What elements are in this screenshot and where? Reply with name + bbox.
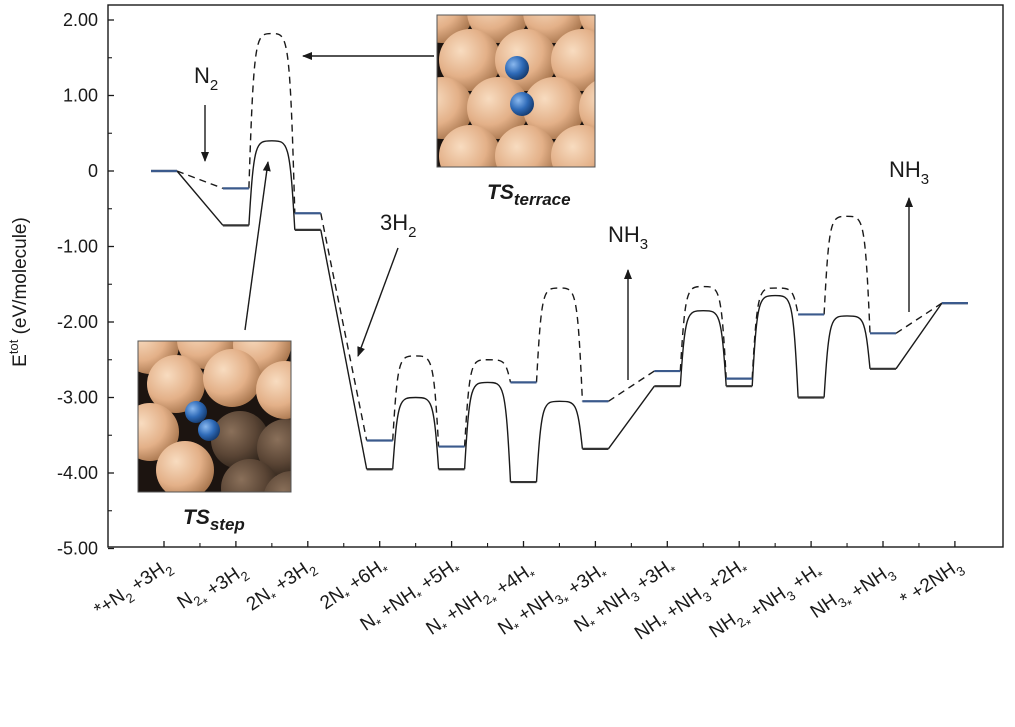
y-axis-label: Etot (eV/molecule) [6,217,31,367]
y-tick-label: -4.00 [57,463,98,483]
x-tick-label: * +2NH3 [897,555,968,614]
ruthenium-atom [523,77,585,139]
ruthenium-atom [551,125,595,167]
ruthenium-atom [439,29,501,91]
y-tick-label: -5.00 [57,539,98,559]
h2-arrow [357,247,399,357]
ts-step-arrow [244,161,271,331]
ruthenium-atom [203,349,261,407]
terrace-connector-2 [320,213,368,441]
nitrogen-atom [198,419,220,441]
y-tick-label: -2.00 [57,312,98,332]
terrace-connector-9 [823,215,871,334]
terrace-connector-1 [248,32,296,214]
annotation-arrows [201,52,913,380]
terrace-connector-5 [535,287,584,402]
step-connector-8 [751,294,799,398]
step-connector-7 [679,309,727,387]
x-tick-label: NH3* +NH3 [807,555,900,631]
y-tick-label: 0 [88,161,98,181]
h2-label: 3H2 [380,210,416,241]
n2-label: N2 [194,63,218,94]
step-connector-5 [535,400,584,483]
ruthenium-atom [551,29,595,91]
ruthenium-atom [437,15,473,43]
terrace-connector-3 [392,355,440,447]
nitrogen-atom [185,401,207,423]
nh3-label-second: NH3 [889,157,929,188]
ruthenium-atom [211,411,269,469]
y-tick-label: -1.00 [57,237,98,257]
step-connector-1 [248,140,296,230]
terrace-connector-10 [895,302,943,334]
terrace-connector-7 [679,285,727,379]
ruthenium-atom [467,77,529,139]
nitrogen-atom [505,56,529,80]
ts-terrace-inset [436,14,596,168]
step-connector-9 [823,315,871,398]
ruthenium-atom [437,77,473,139]
ruthenium-atom [221,459,279,492]
y-tick-label: 1.00 [63,86,98,106]
ruthenium-atom [264,471,291,492]
y-tick-label: -3.00 [57,388,98,408]
step-connector-4 [463,381,512,483]
ruthenium-atom [439,125,501,167]
ruthenium-atom [147,355,205,413]
step-connector-6 [607,385,655,450]
energy-levels [151,169,968,484]
plot-frame [107,4,1004,548]
terrace-connector-6 [608,370,655,402]
step-connector-3 [392,396,440,470]
step-connector-2 [320,229,368,470]
ruthenium-atom [156,441,214,492]
ts-terrace-label: TSterrace [487,181,571,209]
x-tick-label: *+N2 +3H2 [91,555,177,625]
x-tick-label: N2* +3H2 [174,555,253,622]
y-axis: 2.00 1.00 0 -1.00 -2.00 -3.00 -4.00 -5.00 [57,10,114,559]
step-connector-10 [895,302,943,370]
energy-curves [176,32,943,483]
ruthenium-atom [257,419,291,477]
ruthenium-atom [579,80,595,136]
terrace-connector-0 [176,170,224,190]
terrace-connector-4 [463,359,512,447]
ruthenium-atom [256,361,291,419]
ts-step-inset [137,340,292,493]
x-tick-label: 2N* +3H2 [243,555,321,619]
y-tick-label: 2.00 [63,10,98,30]
ruthenium-atom [495,125,557,167]
ts-step-label: TSstep [183,506,245,534]
nh3-label-first: NH3 [608,222,648,253]
step-connector-0 [176,170,224,226]
terrace-connector-8 [751,287,799,379]
nitrogen-atom [510,92,534,116]
